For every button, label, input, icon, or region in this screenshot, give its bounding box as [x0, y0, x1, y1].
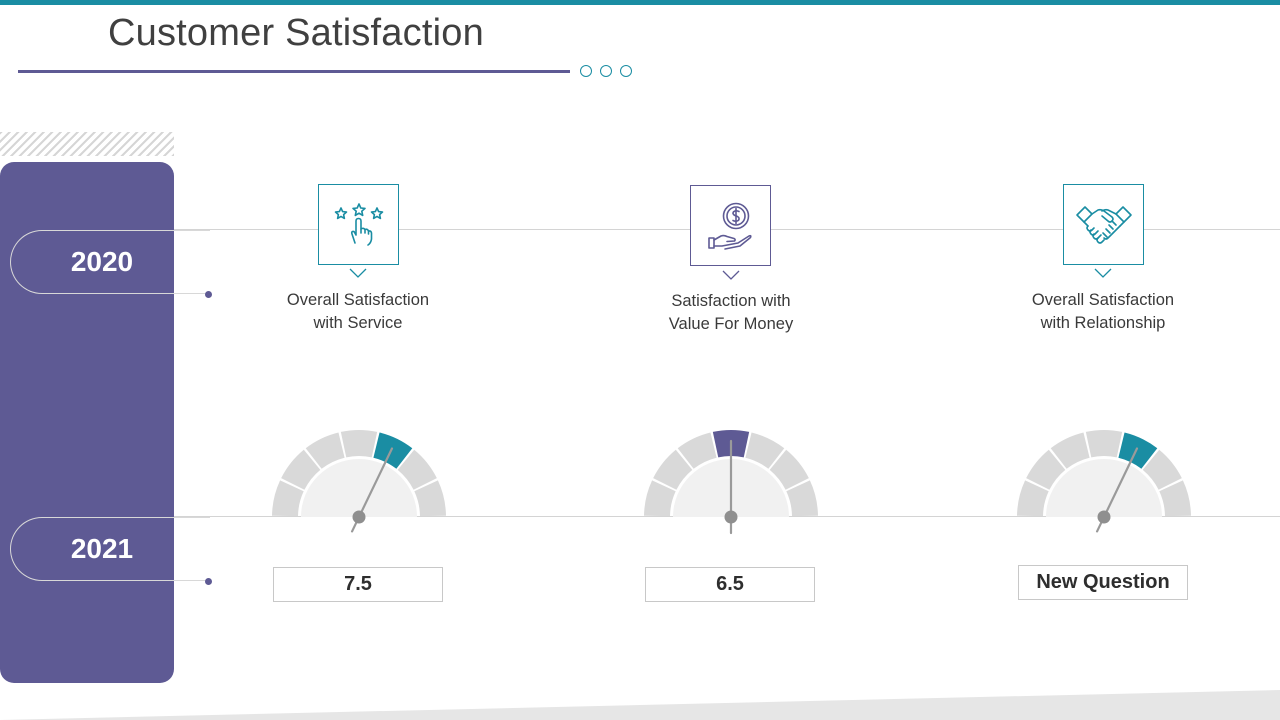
- metric-label-value-for-money: Satisfaction with Value For Money: [611, 290, 851, 336]
- metric-label-line: Overall Satisfaction: [286, 291, 430, 309]
- gauge-segment: [1050, 432, 1090, 469]
- rating-stars-hand-icon: [334, 202, 383, 246]
- gauge-dial-face: [1046, 459, 1162, 517]
- year-label-2021: 2021: [70, 533, 134, 564]
- service-icon-box: [318, 184, 399, 265]
- year-label-2020: 2020: [70, 246, 134, 277]
- dot-icon: [620, 65, 632, 77]
- gauge-segment: [305, 432, 345, 469]
- gauge-segment: [1017, 480, 1049, 517]
- gauge-segment: [340, 430, 378, 458]
- gauge-segment: [1085, 430, 1123, 458]
- relationship-icon-box: [1063, 184, 1144, 265]
- gauge-segment: [1142, 449, 1182, 490]
- metric-label-line: Value For Money: [668, 315, 794, 333]
- gauge-segment: [281, 449, 321, 490]
- gauge-segment: [677, 432, 717, 469]
- chevron-down-icon: [722, 270, 740, 280]
- metric-label-line: Overall Satisfaction: [1031, 291, 1175, 309]
- gauge-segment: [644, 480, 676, 517]
- gauge-segment: [653, 449, 693, 490]
- gauge-value-for-money: [644, 430, 818, 535]
- top-accent-bar: [0, 0, 1280, 5]
- value-box-relationship: New Question: [1018, 565, 1188, 600]
- value-box-value-for-money: 6.5: [645, 567, 815, 602]
- handshake-icon: [1075, 205, 1132, 244]
- gauge-segment: [397, 449, 437, 490]
- gauge-relationship: [1017, 430, 1191, 533]
- gauge-segment: [414, 480, 446, 517]
- metric-label-service: Overall Satisfaction with Service: [238, 289, 478, 335]
- chevron-down-icon: [349, 268, 367, 278]
- gauge-segment: [1026, 449, 1066, 490]
- gauge-dial-face: [301, 459, 417, 517]
- year-pill-2021: [10, 517, 210, 581]
- gauge-segment: [745, 432, 785, 469]
- money-hand-icon: [707, 202, 752, 250]
- chevron-down-icon: [1094, 268, 1112, 278]
- year-pill-2020: [10, 230, 210, 294]
- gauge-segment: [1118, 432, 1158, 469]
- metric-label-line: with Relationship: [1040, 314, 1166, 332]
- gauge-segment: [769, 449, 809, 490]
- gauge-segment: [1159, 480, 1191, 517]
- money-icon-box: [690, 185, 771, 266]
- slide-title: Customer Satisfaction: [108, 12, 484, 54]
- gauge-segment: [786, 480, 818, 517]
- title-underline: [18, 70, 570, 73]
- dot-icon: [600, 65, 612, 77]
- title-dots: [580, 65, 632, 77]
- metric-label-relationship: Overall Satisfaction with Relationship: [983, 289, 1223, 335]
- value-box-service: 7.5: [273, 567, 443, 602]
- hatch-decoration: [0, 132, 174, 156]
- dot-icon: [580, 65, 592, 77]
- gauge-segment: [272, 480, 304, 517]
- metric-label-line: with Service: [313, 314, 403, 332]
- timeline-dot: [205, 578, 212, 585]
- gauge-service: [272, 430, 446, 533]
- timeline-dot: [205, 291, 212, 298]
- gauge-needle-hub: [1097, 510, 1111, 524]
- gauge-segment: [373, 432, 413, 469]
- gauge-needle-hub: [724, 510, 738, 524]
- gauge-needle-hub: [352, 510, 366, 524]
- metric-label-line: Satisfaction with: [671, 292, 791, 310]
